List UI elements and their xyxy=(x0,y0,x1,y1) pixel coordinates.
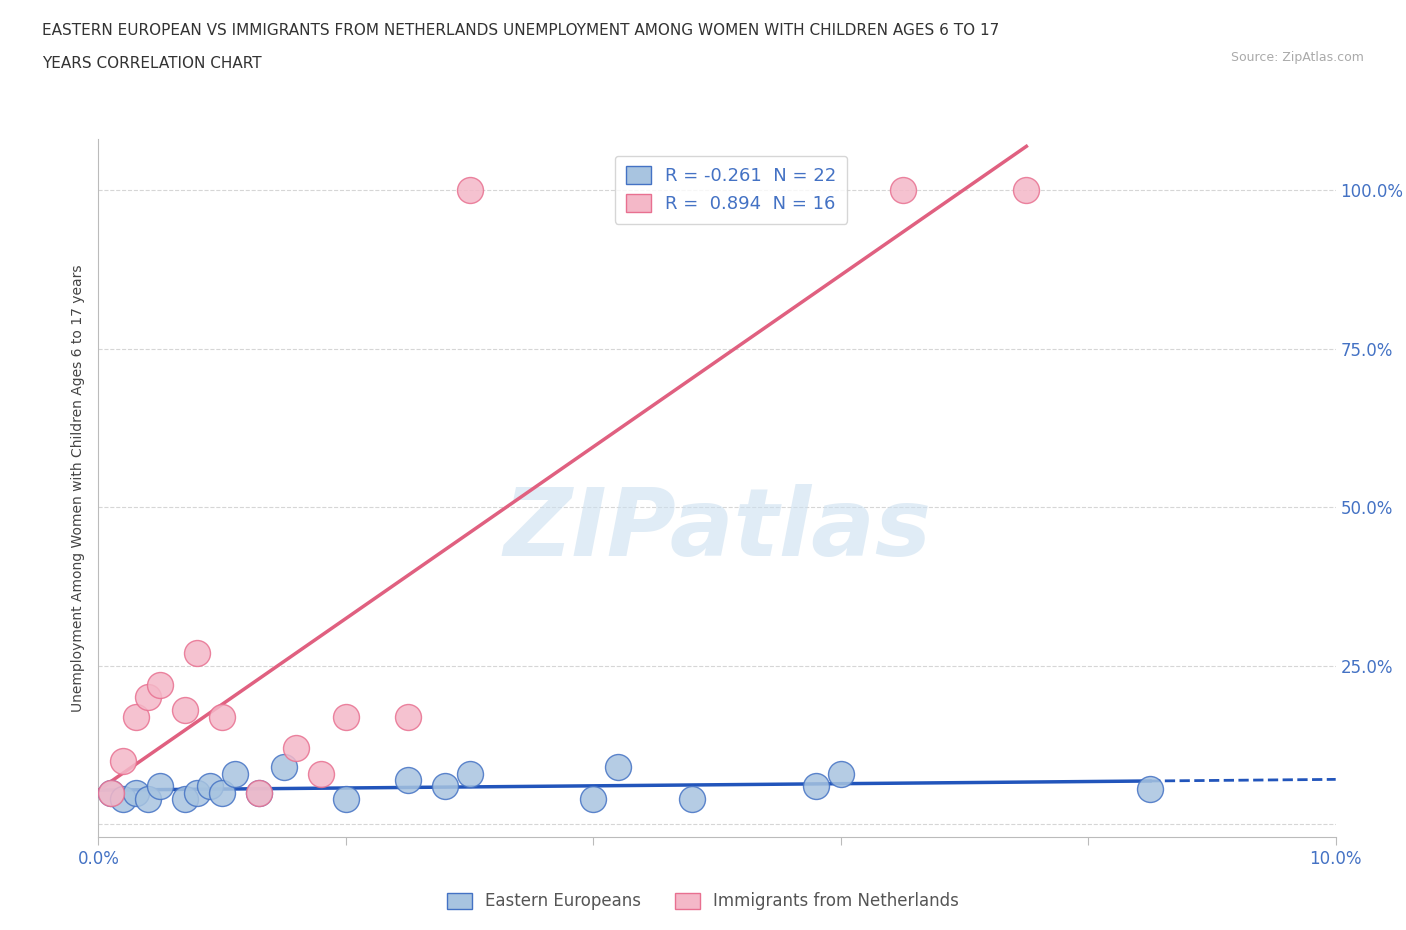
Point xyxy=(112,791,135,806)
Text: ZIPatlas: ZIPatlas xyxy=(503,485,931,576)
Text: Source: ZipAtlas.com: Source: ZipAtlas.com xyxy=(1230,51,1364,64)
Point xyxy=(186,785,208,800)
Point xyxy=(174,791,197,806)
Point xyxy=(607,760,630,775)
Point xyxy=(1139,782,1161,797)
Point xyxy=(136,690,159,705)
Point xyxy=(830,766,852,781)
Point xyxy=(804,778,827,793)
Point xyxy=(309,766,332,781)
Point xyxy=(247,785,270,800)
Point xyxy=(149,677,172,692)
Point xyxy=(174,703,197,718)
Point xyxy=(396,773,419,788)
Point xyxy=(582,791,605,806)
Point xyxy=(285,741,308,756)
Point xyxy=(681,791,703,806)
Point xyxy=(211,709,233,724)
Point xyxy=(335,791,357,806)
Point xyxy=(100,785,122,800)
Legend: R = -0.261  N = 22, R =  0.894  N = 16: R = -0.261 N = 22, R = 0.894 N = 16 xyxy=(614,155,848,224)
Point xyxy=(433,778,456,793)
Point xyxy=(198,778,221,793)
Point xyxy=(247,785,270,800)
Point xyxy=(100,785,122,800)
Text: YEARS CORRELATION CHART: YEARS CORRELATION CHART xyxy=(42,56,262,71)
Point xyxy=(211,785,233,800)
Point xyxy=(458,766,481,781)
Point xyxy=(186,645,208,660)
Point xyxy=(458,183,481,198)
Point xyxy=(396,709,419,724)
Point xyxy=(273,760,295,775)
Point xyxy=(124,709,146,724)
Text: EASTERN EUROPEAN VS IMMIGRANTS FROM NETHERLANDS UNEMPLOYMENT AMONG WOMEN WITH CH: EASTERN EUROPEAN VS IMMIGRANTS FROM NETH… xyxy=(42,23,1000,38)
Point xyxy=(136,791,159,806)
Point xyxy=(149,778,172,793)
Point xyxy=(124,785,146,800)
Point xyxy=(335,709,357,724)
Point xyxy=(224,766,246,781)
Y-axis label: Unemployment Among Women with Children Ages 6 to 17 years: Unemployment Among Women with Children A… xyxy=(72,264,86,712)
Point xyxy=(112,753,135,768)
Legend: Eastern Europeans, Immigrants from Netherlands: Eastern Europeans, Immigrants from Nethe… xyxy=(440,885,966,917)
Point xyxy=(1015,183,1038,198)
Point xyxy=(891,183,914,198)
